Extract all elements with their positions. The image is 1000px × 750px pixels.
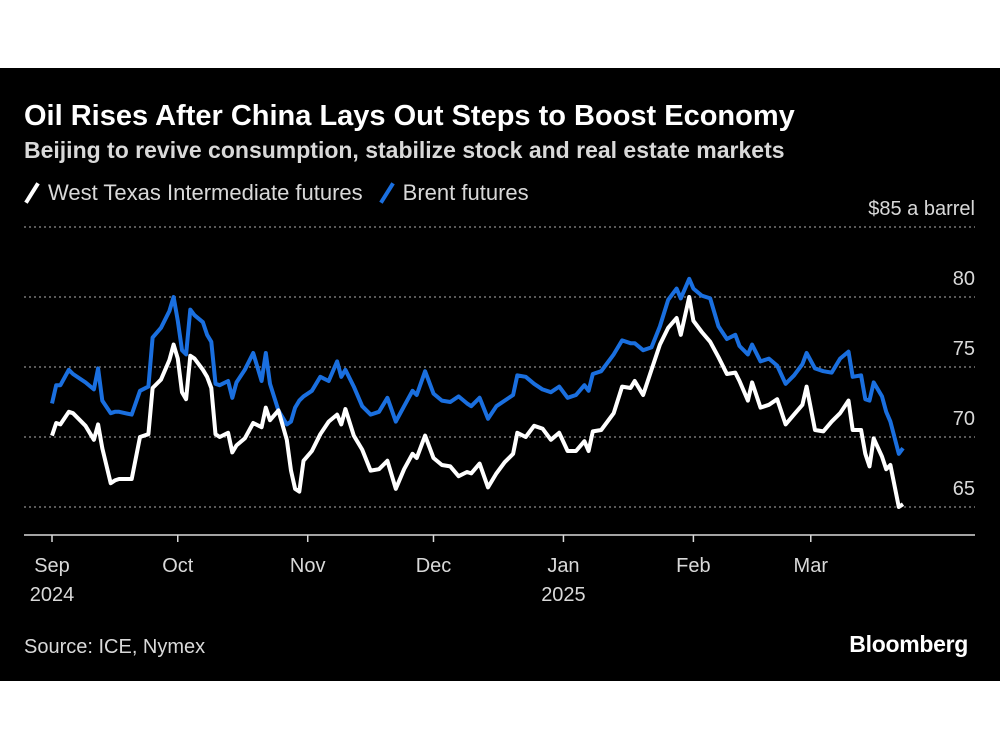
chart-card: Oil Rises After China Lays Out Steps to … — [0, 68, 1000, 681]
series-lines — [50, 276, 905, 509]
source-note: Source: ICE, Nymex — [24, 636, 206, 658]
y-axis-labels: $85 a barrel 80 75 70 65 — [868, 198, 975, 500]
x-tick-label: Nov — [290, 555, 326, 577]
x-axis: Sep 2024 Oct Nov Dec Jan 2025 Feb Mar — [24, 534, 975, 606]
legend-item-brent: Brent futures — [378, 180, 529, 206]
y-tick-label: $85 a barrel — [868, 198, 975, 220]
legend-label-brent: Brent futures — [402, 180, 529, 205]
x-tick-label: Dec — [416, 555, 452, 577]
line-chart: $85 a barrel 80 75 70 65 Sep 2024 Oct Nov Dec Jan… — [24, 198, 975, 606]
chart-title: Oil Rises After China Lays Out Steps to … — [24, 100, 795, 132]
x-tick-label: Feb — [676, 555, 710, 577]
legend-swatch-wti-icon — [24, 182, 40, 204]
chart-subtitle: Beijing to revive consumption, stabilize… — [24, 137, 785, 163]
legend-label-wti: West Texas Intermediate futures — [48, 180, 363, 205]
legend: West Texas Intermediate futures Brent fu… — [24, 180, 545, 206]
y-tick-label: 75 — [953, 338, 975, 360]
x-tick-label: Oct — [162, 555, 194, 577]
x-tick-year-label: 2024 — [30, 584, 75, 606]
y-tick-label: 70 — [953, 408, 975, 430]
y-tick-label: 80 — [953, 268, 975, 290]
y-tick-label: 65 — [953, 478, 975, 500]
bloomberg-logo: Bloomberg — [849, 631, 968, 657]
x-tick-label: Sep — [34, 555, 70, 577]
series-line-wti — [50, 295, 905, 509]
legend-swatch-brent-icon — [378, 182, 395, 204]
legend-item-wti: West Texas Intermediate futures — [24, 180, 363, 206]
x-tick-label: Mar — [794, 555, 829, 577]
series-line-brent — [50, 276, 905, 456]
x-tick-label: Jan — [547, 555, 579, 577]
gridlines — [24, 226, 975, 508]
x-tick-year-label: 2025 — [541, 584, 586, 606]
